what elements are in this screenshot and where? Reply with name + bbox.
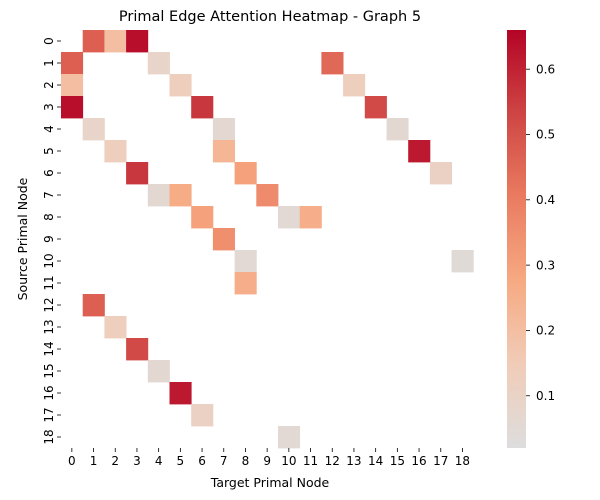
y-tick-label: 18 xyxy=(42,429,56,444)
heatmap-cell xyxy=(147,360,170,383)
y-tick-label: 0 xyxy=(42,37,56,45)
heatmap-cell xyxy=(61,52,84,75)
x-tick-label: 9 xyxy=(263,454,271,468)
heatmap-cell xyxy=(104,30,127,53)
x-tick-label: 0 xyxy=(68,454,76,468)
heatmap-cell xyxy=(169,184,192,207)
colorbar-tick-label: 0.2 xyxy=(536,324,555,338)
heatmap-cell xyxy=(126,30,149,53)
heatmap-cell xyxy=(104,316,127,339)
y-tick-label: 1 xyxy=(42,59,56,67)
y-tick-label: 10 xyxy=(42,253,56,268)
heatmap-cell xyxy=(299,206,322,229)
x-axis-label: Target Primal Node xyxy=(210,475,330,490)
heatmap-cell xyxy=(451,250,474,273)
x-tick-label: 15 xyxy=(390,454,405,468)
heatmap-cell xyxy=(147,52,170,75)
heatmap-cell xyxy=(278,426,301,449)
heatmap-cell xyxy=(234,272,257,295)
heatmap-cell xyxy=(61,74,84,97)
y-tick-label: 4 xyxy=(42,125,56,133)
y-tick-label: 6 xyxy=(42,169,56,177)
heatmap-cell xyxy=(343,74,366,97)
y-tick-label: 2 xyxy=(42,81,56,89)
heatmap-cell xyxy=(191,404,214,427)
y-tick-label: 3 xyxy=(42,103,56,111)
y-tick-label: 8 xyxy=(42,213,56,221)
heatmap-cell xyxy=(212,228,235,251)
heatmap-cell xyxy=(126,162,149,185)
y-tick-label: 12 xyxy=(42,297,56,312)
y-tick-label: 16 xyxy=(42,385,56,400)
y-tick-label: 14 xyxy=(42,341,56,356)
y-tick-label: 17 xyxy=(42,407,56,422)
heatmap-cell xyxy=(278,206,301,229)
x-tick-label: 7 xyxy=(220,454,228,468)
x-tick-label: 11 xyxy=(303,454,318,468)
x-tick-label: 17 xyxy=(433,454,448,468)
x-tick-label: 10 xyxy=(281,454,296,468)
x-tick-label: 18 xyxy=(455,454,470,468)
colorbar-tick-label: 0.3 xyxy=(536,258,555,272)
x-axis-ticks: 0 1 2 3 4 5 6 7 8 9 10 11 12 13 14 15 16 17 18 xyxy=(68,448,470,468)
heatmap-cell xyxy=(104,140,127,163)
x-tick-label: 14 xyxy=(368,454,383,468)
heatmap-cell xyxy=(82,30,105,53)
heatmap-cell xyxy=(147,184,170,207)
heatmap-cell xyxy=(212,118,235,141)
colorbar-tick-label: 0.4 xyxy=(536,193,555,207)
heatmap-cell xyxy=(126,338,149,361)
colorbar-tick-label: 0.6 xyxy=(536,62,555,76)
colorbar-tick-label: 0.1 xyxy=(536,389,555,403)
x-tick-label: 12 xyxy=(325,454,340,468)
heatmap-cell xyxy=(82,118,105,141)
heatmap-cell xyxy=(169,382,192,405)
y-tick-label: 15 xyxy=(42,363,56,378)
heatmap-cells xyxy=(61,30,474,449)
x-tick-label: 6 xyxy=(198,454,206,468)
y-axis-label: Source Primal Node xyxy=(15,177,30,300)
heatmap-cell xyxy=(234,162,257,185)
heatmap-cell xyxy=(212,140,235,163)
y-tick-label: 11 xyxy=(42,275,56,290)
colorbar-gradient xyxy=(507,30,526,448)
colorbar: 0.1 0.2 0.3 0.4 0.5 0.6 xyxy=(507,30,555,448)
heatmap-cell xyxy=(169,74,192,97)
y-tick-label: 7 xyxy=(42,191,56,199)
y-tick-label: 9 xyxy=(42,235,56,243)
colorbar-tick-label: 0.5 xyxy=(536,128,555,142)
heatmap-cell xyxy=(321,52,344,75)
heatmap-cell xyxy=(256,184,279,207)
x-tick-label: 4 xyxy=(155,454,163,468)
x-tick-label: 13 xyxy=(346,454,361,468)
x-tick-label: 8 xyxy=(242,454,250,468)
heatmap-cell xyxy=(234,250,257,273)
y-tick-label: 13 xyxy=(42,319,56,334)
x-tick-label: 2 xyxy=(111,454,119,468)
heatmap-cell xyxy=(82,294,105,317)
heatmap-cell xyxy=(386,118,409,141)
chart-title: Primal Edge Attention Heatmap - Graph 5 xyxy=(119,9,421,25)
heatmap-cell xyxy=(408,140,431,163)
x-tick-label: 1 xyxy=(90,454,98,468)
heatmap-cell xyxy=(364,96,387,119)
heatmap-cell xyxy=(191,206,214,229)
y-tick-label: 5 xyxy=(42,147,56,155)
x-tick-label: 5 xyxy=(177,454,185,468)
x-tick-label: 3 xyxy=(133,454,141,468)
heatmap-cell xyxy=(191,96,214,119)
heatmap-cell xyxy=(61,96,84,119)
x-tick-label: 16 xyxy=(411,454,426,468)
heatmap-cell xyxy=(429,162,452,185)
